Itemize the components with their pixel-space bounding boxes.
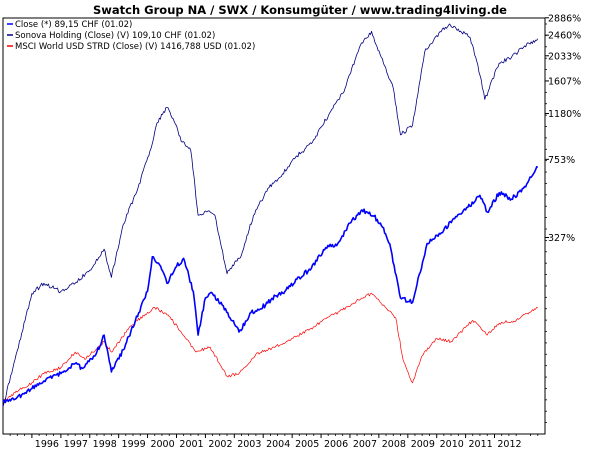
legend-label-3: MSCI World USD STRD (Close) (V) 1416,788… [15,42,255,52]
y-tick-label: 2886% [548,13,581,24]
series-layer [2,23,539,408]
x-tick-label: 2008 [382,439,406,450]
y-tick-label: 1607% [548,76,581,87]
series-line-1 [2,166,539,404]
x-tick-label: 2005 [295,439,319,450]
series-line-3 [2,293,538,402]
y-tick-label: 753% [548,155,575,166]
x-tick-label: 2001 [179,439,203,450]
x-axis: 1996 1997 1998 1999 2000 2001 2002 2003 2004 2005… [9,434,539,450]
legend: Close (*) 89,15 CHF (01.02)Sonova Holdin… [7,20,255,52]
x-tick-label: 2010 [440,439,464,450]
legend-label-1: Close (*) 89,15 CHF (01.02) [15,20,132,30]
series-line-2 [2,23,539,408]
chart-title: Swatch Group NA / SWX / Konsumgüter / ww… [93,3,507,17]
x-tick-label: 2006 [324,439,348,450]
x-tick-label: 2003 [237,439,261,450]
y-tick-label: 1180% [548,109,581,120]
x-tick-label: 2012 [497,439,521,450]
x-tick-label: 2000 [150,439,174,450]
x-tick-label: 1999 [122,439,146,450]
plot-area [2,17,546,435]
x-tick-label: 2011 [469,439,493,450]
x-tick-label: 1997 [64,439,88,450]
legend-label-2: Sonova Holding (Close) (V) 109,10 CHF (0… [15,31,215,41]
x-tick-label: 1996 [35,439,59,450]
x-tick-label: 2007 [353,439,377,450]
y-tick-label: 2460% [548,31,581,42]
x-tick-label: 2004 [266,439,290,450]
y-axis: 2886% 2460% 2033% 1607% 1180% 753% 327% [545,13,581,424]
x-tick-label: 2009 [411,439,435,450]
x-tick-label: 2002 [208,439,232,450]
x-tick-label: 1998 [93,439,117,450]
y-tick-label: 2033% [548,51,581,62]
y-tick-label: 327% [548,233,575,244]
